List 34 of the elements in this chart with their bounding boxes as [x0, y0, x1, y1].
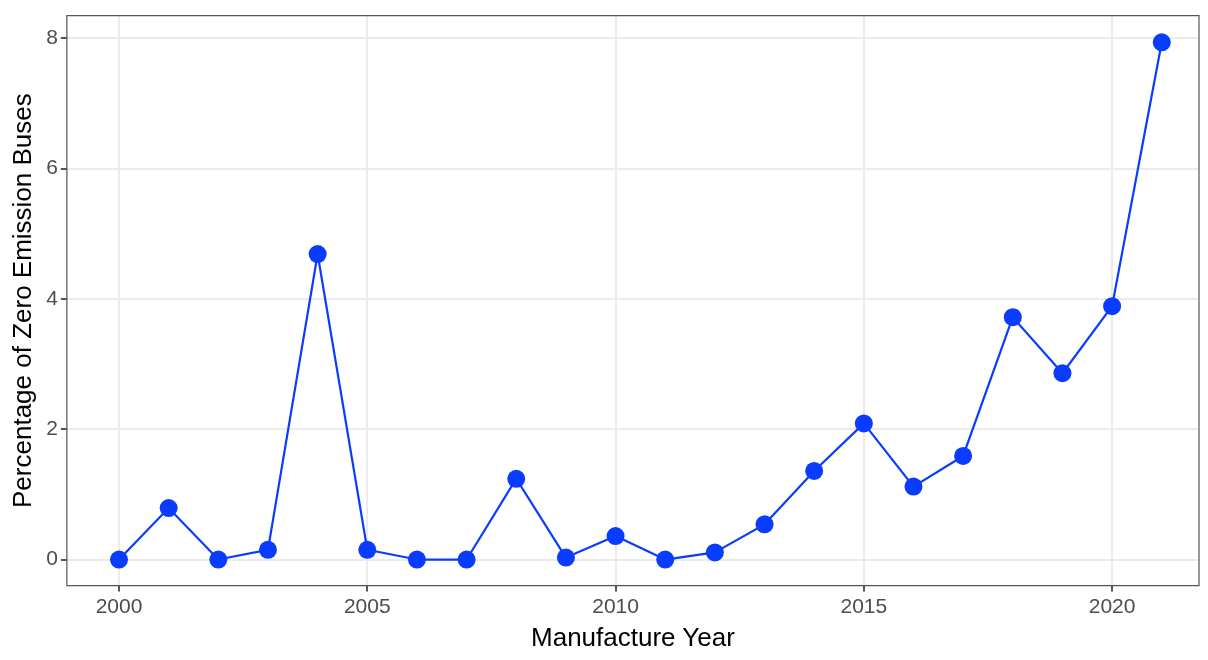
- x-tick-label: 2005: [343, 594, 391, 617]
- y-axis-title: Percentage of Zero Emission Buses: [6, 93, 37, 508]
- x-tick-label: 2000: [95, 594, 143, 617]
- point: [159, 499, 178, 518]
- point: [1103, 297, 1122, 316]
- point: [656, 550, 675, 569]
- point: [854, 414, 873, 433]
- y-tick-label: 0: [46, 546, 58, 570]
- y-tick-label: 2: [46, 416, 58, 440]
- point: [1053, 364, 1072, 383]
- point: [358, 540, 377, 559]
- y-tick-label: 4: [46, 285, 59, 309]
- point: [705, 543, 724, 562]
- point: [407, 550, 426, 569]
- x-tick-label: 2010: [592, 594, 639, 617]
- x-tick-label: 2020: [1088, 594, 1136, 617]
- y-tick-label: 6: [46, 155, 58, 179]
- point: [308, 245, 327, 264]
- point: [556, 548, 575, 567]
- point: [954, 446, 973, 465]
- x-axis-title: Manufacture Year: [531, 621, 736, 652]
- point: [904, 477, 923, 496]
- x-tick-label: 2015: [840, 594, 888, 617]
- point: [1152, 33, 1171, 52]
- point: [805, 461, 824, 480]
- point: [507, 469, 526, 488]
- point: [457, 550, 476, 569]
- y-tick-label: 8: [46, 25, 58, 49]
- point: [755, 515, 774, 534]
- point: [258, 540, 277, 559]
- point: [606, 527, 625, 546]
- point: [110, 550, 129, 569]
- point: [1003, 308, 1022, 327]
- point: [209, 550, 228, 569]
